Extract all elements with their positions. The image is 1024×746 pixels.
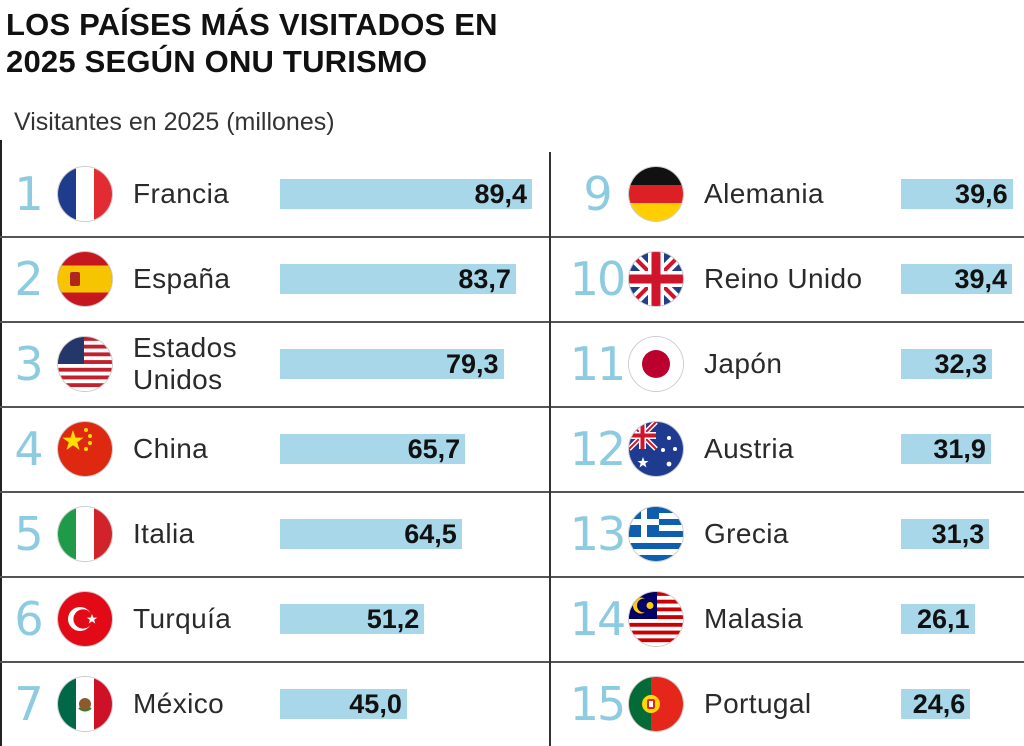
value-label: 89,4 — [474, 179, 527, 209]
chart-title-line-2: 2025 SEGÚN ONU TURISMO — [6, 44, 428, 79]
mexico-flag-icon — [58, 677, 112, 731]
spain-flag-icon — [58, 252, 112, 306]
country-name: México — [133, 688, 225, 719]
rank-number: 3 — [14, 337, 43, 391]
rank-number: 5 — [14, 507, 43, 561]
value-label: 24,6 — [912, 689, 966, 719]
chart-subtitle: Visitantes en 2025 (millones) — [14, 108, 335, 136]
country-name: Italia — [133, 518, 195, 549]
ranking-row: 15 Portugal 24,6 — [551, 662, 1024, 746]
rank-number: 1 — [14, 167, 43, 221]
country-name: España — [133, 263, 231, 294]
ranking-row: 4 China 65,7 — [0, 407, 549, 493]
country-name: Reino Unido — [704, 263, 863, 294]
uk-flag-icon — [629, 252, 683, 306]
ranking-row: 2 España 83,7 — [0, 237, 549, 323]
value-bar — [901, 349, 993, 379]
ranking-row: 6 Turquía 51,2 — [0, 577, 549, 663]
value-label: 32,3 — [934, 349, 988, 379]
country-name: Austria — [704, 433, 794, 464]
value-bar — [901, 519, 990, 549]
value-bar — [280, 349, 504, 379]
ranking-row: 9 Alemania 39,6 — [551, 152, 1024, 238]
value-label: 64,5 — [404, 519, 457, 549]
value-bar — [280, 604, 425, 634]
chart-title-line-1: LOS PAÍSES MÁS VISITADOS EN — [6, 7, 498, 42]
value-label: 51,2 — [366, 604, 420, 634]
japan-flag-icon — [629, 337, 683, 391]
value-label: 31,9 — [933, 434, 986, 464]
value-bar — [901, 604, 975, 634]
column-divider — [549, 152, 551, 746]
rank-number: 15 — [569, 677, 627, 731]
rank-number: 13 — [569, 507, 627, 561]
value-bar — [901, 264, 1013, 294]
rank-number: 14 — [569, 592, 627, 646]
value-bar — [901, 434, 991, 464]
value-bar — [280, 689, 407, 719]
malaysia-flag-icon — [629, 592, 683, 646]
china-flag-icon — [58, 422, 112, 476]
germany-flag-icon — [629, 167, 683, 221]
ranking-row: 7 México 45,0 — [0, 662, 549, 746]
italy-flag-icon — [58, 507, 112, 561]
value-label: 65,7 — [407, 434, 461, 464]
usa-flag-icon — [58, 337, 112, 391]
chart-title: LOS PAÍSES MÁS VISITADOS EN 2025 SEGÚN ON… — [6, 6, 566, 80]
value-label: 31,3 — [931, 519, 985, 549]
value-bar — [280, 179, 532, 209]
rank-number: 10 — [569, 252, 627, 306]
rank-number: 2 — [14, 252, 43, 306]
portugal-flag-icon — [629, 677, 683, 731]
ranking-row: 11 Japón 32,3 — [551, 322, 1024, 408]
value-bar — [280, 434, 466, 464]
country-name: Francia — [133, 178, 230, 209]
value-bar — [901, 689, 971, 719]
country-name: Japón — [704, 348, 783, 379]
ranking-row: 1 Francia 89,4 — [0, 152, 549, 238]
ranking-row: 12 Austria 31,9 — [551, 407, 1024, 493]
value-bar — [280, 519, 462, 549]
ranking-row: 5 Italia 64,5 — [0, 492, 549, 578]
ranking-row: 3 Estados Unidos 79,3 — [0, 322, 549, 408]
australia-flag-icon — [629, 422, 683, 476]
value-label: 79,3 — [445, 349, 499, 379]
country-name: China — [133, 433, 209, 464]
rank-number: 9 — [583, 167, 612, 221]
greece-flag-icon — [629, 507, 683, 561]
rank-number: 6 — [14, 592, 43, 646]
value-bar — [901, 179, 1013, 209]
ranking-row: 14 Malasia 26,1 — [551, 577, 1024, 663]
country-name: Turquía — [133, 603, 232, 634]
value-label: 39,4 — [954, 264, 1008, 294]
country-name: Portugal — [704, 688, 812, 719]
france-flag-icon — [58, 167, 112, 221]
country-name: Alemania — [704, 178, 824, 209]
rank-number: 4 — [14, 422, 43, 476]
country-name: Grecia — [704, 518, 789, 549]
country-name: Malasia — [704, 603, 804, 634]
country-name: Estados Unidos — [133, 332, 237, 395]
ranking-row: 13 Grecia 31,3 — [551, 492, 1024, 578]
rank-number: 7 — [14, 677, 43, 731]
rank-number: 11 — [569, 337, 627, 391]
rank-number: 12 — [569, 422, 627, 476]
value-bar — [280, 264, 516, 294]
value-label: 26,1 — [917, 604, 970, 634]
turkey-flag-icon — [58, 592, 112, 646]
value-label: 45,0 — [349, 689, 402, 719]
value-label: 39,6 — [955, 179, 1008, 209]
left-border — [0, 140, 2, 746]
value-label: 83,7 — [458, 264, 511, 294]
ranking-row: 10 Reino Unido 39,4 — [551, 237, 1024, 323]
